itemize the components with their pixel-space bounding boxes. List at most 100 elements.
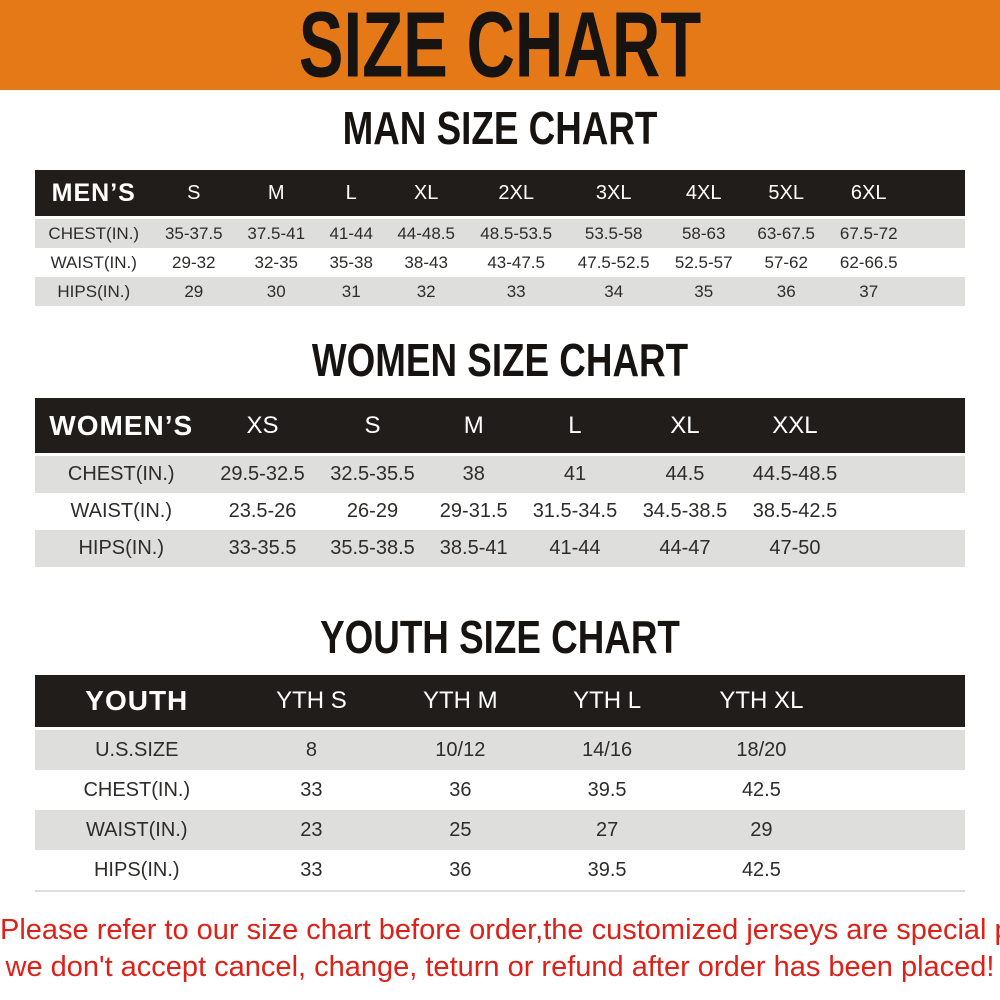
spacer-cell: [850, 530, 965, 567]
size-value: 26-29: [317, 493, 428, 530]
column-header: L: [519, 398, 630, 456]
size-value: 25: [384, 810, 537, 850]
row-label: HIPS(IN.): [35, 530, 208, 567]
notice-line-1: Please refer to our size chart before or…: [0, 914, 1000, 946]
size-value: 31: [317, 277, 385, 306]
size-value: 43-47.5: [467, 248, 565, 277]
size-value: 41-44: [317, 219, 385, 248]
row-label: WAIST(IN.): [35, 248, 153, 277]
spacer-cell: [850, 398, 965, 456]
size-value: 32: [384, 277, 468, 306]
size-value: 42.5: [677, 770, 845, 810]
size-value: 44-47: [629, 530, 740, 567]
size-value: 31.5-34.5: [519, 493, 630, 530]
size-value: 29-32: [152, 248, 236, 277]
youth-size-table: YOUTH YTH S YTH M YTH L YTH XL U.S.SIZE 8 10/12…: [35, 675, 965, 892]
size-value: 30: [235, 277, 318, 306]
size-value: 35-38: [317, 248, 385, 277]
size-chart-sections: MAN SIZE CHART MEN’S S M L XL 2XL 3XL 4XL 5XL 6XL C…: [0, 104, 1000, 892]
row-label: HIPS(IN.): [35, 277, 153, 306]
spacer-cell: [845, 675, 965, 730]
size-value: 29-31.5: [427, 493, 520, 530]
size-value: 39.5: [536, 850, 678, 890]
row-label: U.S.SIZE: [35, 730, 239, 770]
header-row: YOUTH YTH S YTH M YTH L YTH XL: [35, 675, 965, 730]
size-value: 37: [827, 277, 910, 306]
size-value: 10/12: [384, 730, 537, 770]
spacer-cell: [845, 810, 965, 850]
table-title: YOUTH: [35, 675, 239, 730]
size-value: 63-67.5: [744, 219, 828, 248]
spacer-cell: [910, 170, 965, 219]
size-value: 35: [662, 277, 745, 306]
size-value: 34: [564, 277, 663, 306]
size-value: 33: [467, 277, 565, 306]
spacer-cell: [910, 248, 965, 277]
column-header: XS: [207, 398, 318, 456]
size-value: 41-44: [519, 530, 630, 567]
size-value: 34.5-38.5: [629, 493, 740, 530]
column-header: XL: [629, 398, 740, 456]
size-value: 29: [677, 810, 845, 850]
column-header: L: [317, 170, 385, 219]
size-value: 38-43: [384, 248, 468, 277]
size-value: 33: [238, 770, 385, 810]
size-value: 36: [384, 770, 537, 810]
size-value: 32.5-35.5: [317, 456, 428, 493]
banner: SIZE CHART: [0, 0, 1000, 94]
table-row: U.S.SIZE 8 10/12 14/16 18/20: [35, 730, 965, 770]
footer-notice: Please refer to our size chart before or…: [0, 912, 1000, 986]
women-section-heading: WOMEN SIZE CHART: [311, 334, 689, 386]
size-value: 57-62: [744, 248, 828, 277]
section-youth: YOUTH SIZE CHART YOUTH YTH S YTH M YTH L YTH …: [0, 613, 1000, 892]
youth-section-heading: YOUTH SIZE CHART: [320, 611, 680, 663]
table-row: CHEST(IN.) 33 36 39.5 42.5: [35, 770, 965, 810]
notice-line-2: we don't accept cancel, change, teturn o…: [5, 951, 995, 983]
men-section-heading: MAN SIZE CHART: [342, 102, 658, 154]
size-value: 29.5-32.5: [207, 456, 318, 493]
column-header: 3XL: [564, 170, 663, 219]
size-value: 48.5-53.5: [467, 219, 565, 248]
size-value: 47.5-52.5: [564, 248, 663, 277]
size-value: 14/16: [536, 730, 678, 770]
column-header: YTH XL: [677, 675, 845, 730]
header-row: WOMEN’S XS S M L XL XXL: [35, 398, 965, 456]
column-header: YTH L: [536, 675, 678, 730]
size-value: 29: [152, 277, 236, 306]
spacer-cell: [910, 277, 965, 306]
column-header: YTH S: [238, 675, 385, 730]
row-label: WAIST(IN.): [35, 810, 239, 850]
column-header: S: [317, 398, 428, 456]
size-value: 33: [238, 850, 385, 890]
table-title: WOMEN’S: [35, 398, 208, 456]
row-label: HIPS(IN.): [35, 850, 239, 890]
spacer-cell: [845, 850, 965, 890]
size-value: 38.5-41: [427, 530, 520, 567]
spacer-cell: [850, 456, 965, 493]
size-value: 42.5: [677, 850, 845, 890]
size-value: 38.5-42.5: [739, 493, 850, 530]
women-size-table: WOMEN’S XS S M L XL XXL CHEST(IN.) 29.5-32.5 32.5…: [35, 398, 965, 567]
row-label: CHEST(IN.): [35, 219, 153, 248]
section-women: WOMEN SIZE CHART WOMEN’S XS S M L XL XXL CHEST(I…: [0, 336, 1000, 567]
section-men: MAN SIZE CHART MEN’S S M L XL 2XL 3XL 4XL 5XL 6XL C…: [0, 104, 1000, 306]
size-value: 53.5-58: [564, 219, 663, 248]
size-value: 33-35.5: [207, 530, 318, 567]
size-value: 35-37.5: [152, 219, 236, 248]
column-header: S: [152, 170, 236, 219]
size-value: 39.5: [536, 770, 678, 810]
table-row: WAIST(IN.) 29-32 32-35 35-38 38-43 43-47.5 47.…: [35, 248, 965, 277]
table-row: CHEST(IN.) 35-37.5 37.5-41 41-44 44-48.5 48.5…: [35, 219, 965, 248]
size-value: 35.5-38.5: [317, 530, 428, 567]
column-header: XXL: [739, 398, 850, 456]
row-label: WAIST(IN.): [35, 493, 208, 530]
table-row: CHEST(IN.) 29.5-32.5 32.5-35.5 38 41 44.5 44.5…: [35, 456, 965, 493]
size-value: 37.5-41: [235, 219, 318, 248]
row-label: CHEST(IN.): [35, 456, 208, 493]
size-value: 58-63: [662, 219, 745, 248]
column-header: 2XL: [467, 170, 565, 219]
spacer-cell: [845, 770, 965, 810]
table-row: WAIST(IN.) 23.5-26 26-29 29-31.5 31.5-34.5 34…: [35, 493, 965, 530]
size-value: 67.5-72: [827, 219, 910, 248]
